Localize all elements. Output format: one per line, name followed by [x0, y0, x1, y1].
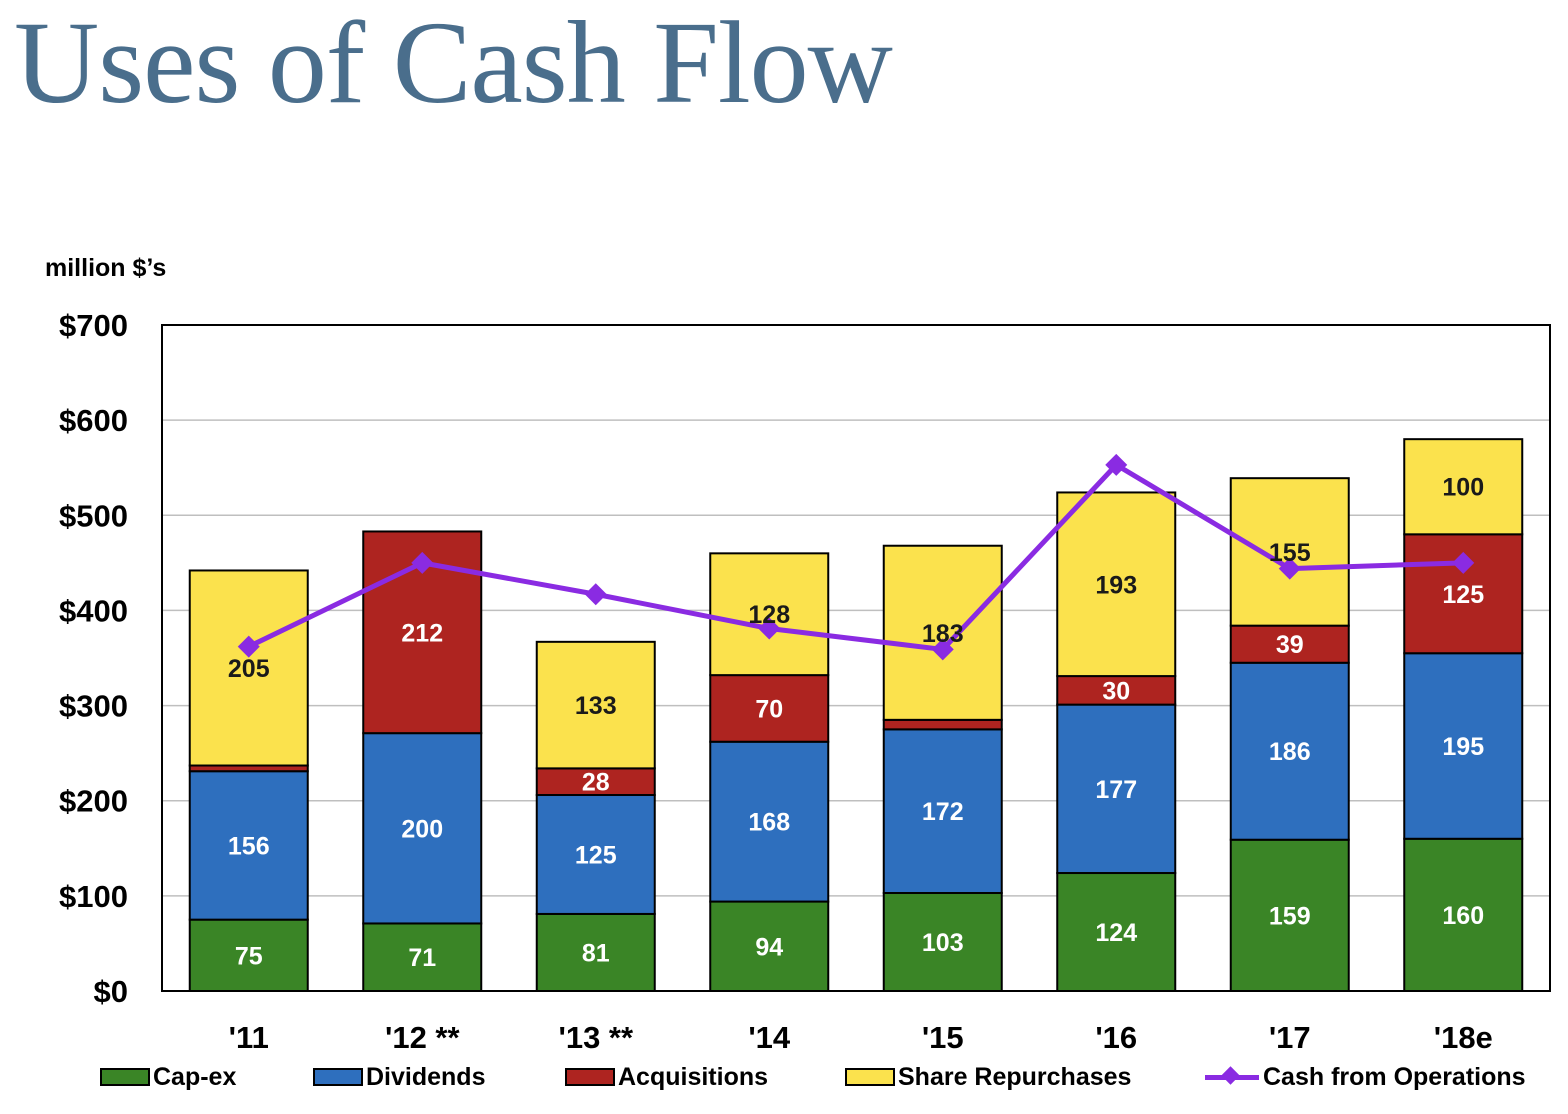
point-cash-from-operations-6: [1278, 557, 1301, 580]
bar-share-repurchases-0: [188, 569, 309, 767]
y-tick-label: $400: [59, 593, 128, 628]
bar-dividends-6: [1229, 661, 1350, 841]
x-tick-label: '15: [922, 1020, 964, 1055]
bar-cap-ex-5: [1056, 872, 1177, 992]
legend-item-acquisitions: Acquisitions: [565, 1060, 768, 1094]
legend: Cap-ex Dividends Acquisitions Share Repu…: [100, 1060, 1550, 1094]
x-tick-label: '13 **: [558, 1020, 634, 1055]
bar-dividends-1: [362, 732, 483, 925]
x-tick-label: '12 **: [385, 1020, 461, 1055]
y-tick-label: $200: [59, 784, 128, 819]
y-axis-unit-label: million $’s: [45, 254, 166, 282]
bar-dividends-5: [1056, 703, 1177, 875]
data-label-share-repurchases: 193: [1095, 571, 1137, 599]
bar-acquisitions-6: [1229, 624, 1350, 664]
data-label-acquisitions: 212: [401, 619, 443, 647]
x-tick-label: '17: [1269, 1020, 1311, 1055]
data-label-cap-ex: 124: [1095, 919, 1137, 947]
bar-acquisitions-3: [709, 674, 830, 743]
legend-swatch-capex: [100, 1068, 150, 1086]
legend-label-capex: Cap-ex: [153, 1062, 237, 1091]
y-tick-label: $100: [59, 879, 128, 914]
data-label-dividends: 177: [1095, 776, 1137, 804]
legend-item-share-repurchases: Share Repurchases: [845, 1060, 1131, 1094]
plot-frame: [161, 324, 1551, 992]
data-label-dividends: 168: [748, 809, 790, 837]
data-label-acquisitions: 39: [1276, 631, 1304, 659]
x-tick-label: '14: [748, 1020, 791, 1055]
data-label-acquisitions: 70: [755, 695, 783, 723]
legend-item-cash-from-operations: Cash from Operations: [1205, 1060, 1526, 1094]
data-label-acquisitions: 125: [1442, 581, 1484, 609]
legend-item-dividends: Dividends: [313, 1060, 485, 1094]
point-cash-from-operations-1: [411, 551, 434, 574]
point-cash-from-operations-3: [758, 617, 781, 640]
point-cash-from-operations-7: [1452, 551, 1475, 574]
data-label-acquisitions: 28: [582, 769, 610, 797]
data-label-dividends: 195: [1442, 733, 1484, 761]
data-label-cap-ex: 94: [755, 933, 783, 961]
data-label-dividends: 172: [922, 798, 964, 826]
y-tick-label: $500: [59, 498, 128, 533]
data-label-cap-ex: 159: [1269, 902, 1311, 930]
point-cash-from-operations-2: [584, 583, 607, 606]
x-tick-label: '11: [229, 1020, 269, 1055]
point-cash-from-operations-4: [931, 638, 954, 661]
legend-swatch-acquisitions: [565, 1068, 615, 1086]
legend-item-capex: Cap-ex: [100, 1060, 236, 1094]
data-label-dividends: 186: [1269, 738, 1311, 766]
y-tick-label: $600: [59, 403, 128, 438]
point-cash-from-operations-0: [237, 635, 260, 658]
bar-dividends-7: [1403, 652, 1524, 840]
bar-dividends-0: [188, 770, 309, 921]
page-title: Uses of Cash Flow: [14, 0, 893, 128]
data-label-cap-ex: 81: [582, 939, 610, 967]
bar-share-repurchases-5: [1056, 491, 1177, 678]
data-label-cap-ex: 71: [408, 944, 436, 972]
legend-label-dividends: Dividends: [366, 1062, 486, 1091]
data-label-share-repurchases: 100: [1442, 474, 1484, 502]
data-label-share-repurchases: 155: [1269, 539, 1311, 567]
data-label-share-repurchases: 128: [748, 601, 790, 629]
data-label-dividends: 200: [401, 815, 443, 843]
data-label-cap-ex: 103: [922, 929, 964, 957]
data-label-cap-ex: 160: [1442, 902, 1484, 930]
bar-acquisitions-4: [882, 718, 1003, 731]
bar-share-repurchases-3: [709, 552, 830, 677]
bar-share-repurchases-4: [882, 544, 1003, 721]
line-cash-from-operations: [247, 462, 1464, 652]
legend-swatch-share-repurchases: [845, 1068, 895, 1086]
bar-acquisitions-5: [1056, 675, 1177, 706]
data-label-acquisitions: 30: [1102, 677, 1130, 705]
bar-share-repurchases-6: [1229, 477, 1350, 627]
bar-share-repurchases-7: [1403, 438, 1524, 536]
bar-cap-ex-7: [1403, 837, 1524, 992]
y-tick-label: $0: [94, 974, 128, 1009]
legend-swatch-cash-from-operations: [1205, 1066, 1259, 1087]
data-label-share-repurchases: 205: [228, 655, 270, 683]
x-tick-label: '18e: [1434, 1020, 1493, 1055]
y-tick-label: $700: [59, 308, 128, 343]
x-tick-label: '16: [1095, 1020, 1137, 1055]
data-label-share-repurchases: 183: [922, 620, 964, 648]
legend-label-cash-from-operations: Cash from Operations: [1263, 1062, 1526, 1091]
data-label-cap-ex: 75: [235, 942, 263, 970]
data-label-dividends: 156: [228, 832, 270, 860]
legend-label-acquisitions: Acquisitions: [618, 1062, 769, 1091]
point-cash-from-operations-5: [1105, 453, 1128, 476]
legend-swatch-dividends: [313, 1068, 363, 1086]
data-label-share-repurchases: 133: [575, 692, 617, 720]
bar-dividends-4: [882, 728, 1003, 895]
bar-share-repurchases-2: [535, 640, 656, 770]
y-tick-label: $300: [59, 689, 128, 724]
data-label-dividends: 125: [575, 841, 617, 869]
legend-label-share-repurchases: Share Repurchases: [898, 1062, 1132, 1091]
bar-dividends-3: [709, 740, 830, 903]
